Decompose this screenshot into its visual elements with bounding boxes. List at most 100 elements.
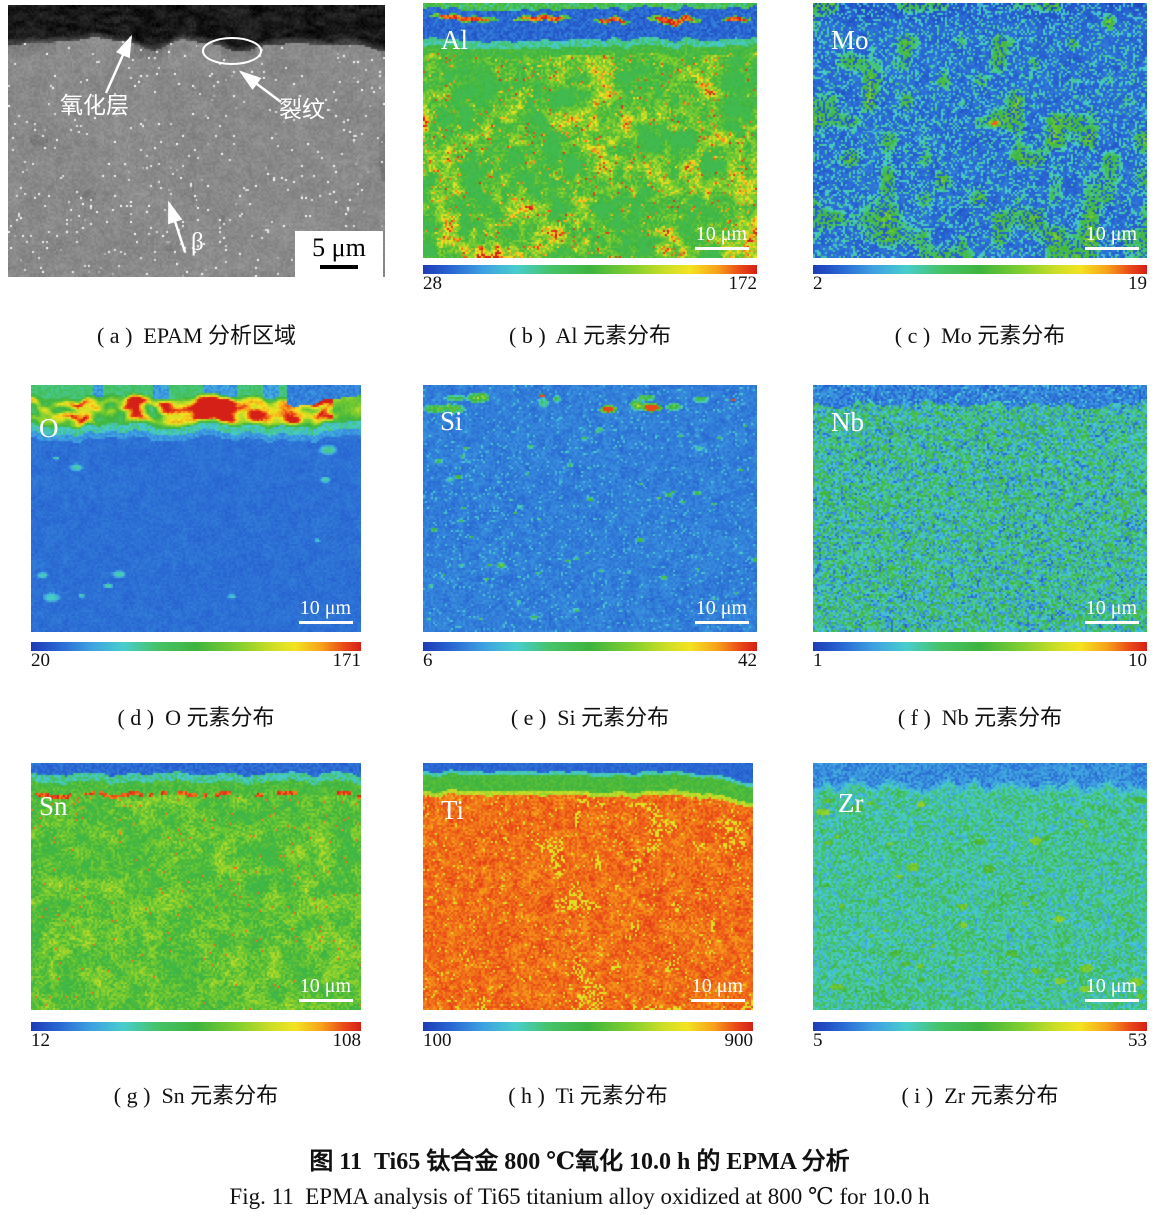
colorbar-max: 900 bbox=[724, 1030, 754, 1051]
panel-b-al: Al 10 μm 28 172 ( b ) Al 元素分布 bbox=[423, 3, 757, 350]
o-label: O bbox=[39, 413, 59, 443]
scalebar-label: 10 μm bbox=[299, 975, 351, 997]
panel-f-nb: Nb 10 μm 1 10 ( f ) Nb 元素分布 bbox=[813, 385, 1147, 732]
scalebar-line bbox=[299, 621, 353, 624]
nb-colorbar bbox=[813, 642, 1147, 651]
beta-label: β bbox=[191, 229, 204, 256]
zr-map-canvas bbox=[813, 763, 1147, 1010]
crack-ellipse bbox=[202, 37, 262, 65]
panel-g-caption: ( g ) Sn 元素分布 bbox=[113, 1083, 279, 1108]
scalebar-line bbox=[1085, 621, 1139, 624]
colorbar-min: 100 bbox=[423, 1030, 452, 1051]
panel-g-sn: Sn 10 μm 12 108 ( g ) Sn 元素分布 bbox=[31, 763, 361, 1110]
panel-i-caption: ( i ) Zr 元素分布 bbox=[901, 1083, 1059, 1108]
scalebar-label: 10 μm bbox=[1085, 223, 1137, 245]
o-map-image: O 10 μm bbox=[31, 385, 361, 632]
colorbar-min: 6 bbox=[423, 650, 433, 671]
ti-colorbar bbox=[423, 1022, 753, 1031]
colorbar-max: 172 bbox=[728, 273, 758, 294]
scalebar-line bbox=[695, 621, 749, 624]
al-label: Al bbox=[441, 25, 468, 55]
panel-i-zr: Zr 10 μm 5 53 ( i ) Zr 元素分布 bbox=[813, 763, 1147, 1110]
si-map-canvas bbox=[423, 385, 757, 632]
sem-scalebar-label: 5 μm bbox=[312, 233, 366, 262]
figure-row-2: O 10 μm 20 171 ( d ) O 元素分布 Si 10 μm 6 4… bbox=[0, 380, 1159, 760]
si-colorbar bbox=[423, 642, 757, 651]
nb-map-image: Nb 10 μm bbox=[813, 385, 1147, 632]
sn-map-image: Sn 10 μm bbox=[31, 763, 361, 1010]
sem-annotations bbox=[104, 34, 282, 253]
ti-label: Ti bbox=[441, 795, 465, 825]
mo-map-image: Mo 10 μm bbox=[813, 3, 1147, 258]
o-colorbar bbox=[31, 642, 361, 651]
figure-row-3: Sn 10 μm 12 108 ( g ) Sn 元素分布 Ti 10 μm 1… bbox=[0, 760, 1159, 1220]
panel-h-caption: ( h ) Ti 元素分布 bbox=[508, 1083, 668, 1108]
al-map-canvas bbox=[423, 3, 757, 258]
panel-d-caption: ( d ) O 元素分布 bbox=[117, 705, 275, 730]
si-label: Si bbox=[440, 406, 463, 436]
zr-colorbar-range: 5 53 bbox=[813, 1031, 1147, 1050]
sem-image: 氧化层 裂纹 β 5 μm bbox=[8, 5, 385, 277]
scalebar-label: 10 μm bbox=[695, 597, 747, 619]
ti-map-image: Ti 10 μm bbox=[423, 763, 753, 1010]
scalebar-line bbox=[299, 999, 353, 1002]
ti-map-canvas bbox=[423, 763, 753, 1010]
crack-arrow bbox=[239, 70, 282, 103]
scalebar-line bbox=[695, 247, 749, 250]
nb-colorbar-range: 1 10 bbox=[813, 651, 1147, 670]
ti-colorbar-range: 100 900 bbox=[423, 1031, 753, 1050]
sn-colorbar bbox=[31, 1022, 361, 1031]
panel-a-sem: 氧化层 裂纹 β 5 μm ( a ) EPAM 分析区域 bbox=[8, 5, 385, 350]
scalebar-label: 10 μm bbox=[1085, 975, 1137, 997]
sem-scalebar-line bbox=[320, 265, 358, 269]
colorbar-max: 53 bbox=[1128, 1030, 1147, 1051]
sem-scalebar: 5 μm bbox=[295, 231, 383, 277]
scalebar-line bbox=[1085, 999, 1139, 1002]
panel-d-o: O 10 μm 20 171 ( d ) O 元素分布 bbox=[31, 385, 361, 732]
panel-b-caption: ( b ) Al 元素分布 bbox=[509, 323, 671, 348]
o-map-canvas bbox=[31, 385, 361, 632]
scalebar-label: 10 μm bbox=[691, 975, 743, 997]
scalebar-line bbox=[1085, 247, 1139, 250]
scalebar-label: 10 μm bbox=[1085, 597, 1137, 619]
crack-label: 裂纹 bbox=[279, 97, 325, 122]
panel-e-si: Si 10 μm 6 42 ( e ) Si 元素分布 bbox=[423, 385, 757, 732]
al-colorbar-range: 28 172 bbox=[423, 274, 757, 293]
colorbar-max: 171 bbox=[332, 650, 362, 671]
scalebar-line bbox=[691, 999, 745, 1002]
mo-colorbar bbox=[813, 265, 1147, 274]
colorbar-max: 42 bbox=[738, 650, 757, 671]
zr-colorbar bbox=[813, 1022, 1147, 1031]
al-colorbar bbox=[423, 265, 757, 274]
colorbar-min: 20 bbox=[31, 650, 50, 671]
panel-f-caption: ( f ) Nb 元素分布 bbox=[897, 705, 1063, 730]
panel-c-caption: ( c ) Mo 元素分布 bbox=[894, 323, 1066, 348]
mo-label: Mo bbox=[831, 25, 869, 55]
mo-map-canvas bbox=[813, 3, 1147, 258]
nb-map-canvas bbox=[813, 385, 1147, 632]
colorbar-min: 5 bbox=[813, 1030, 823, 1051]
si-map-image: Si 10 μm bbox=[423, 385, 757, 632]
panel-c-mo: Mo 10 μm 2 19 ( c ) Mo 元素分布 bbox=[813, 3, 1147, 350]
scalebar-label: 10 μm bbox=[299, 597, 351, 619]
colorbar-min: 12 bbox=[31, 1030, 50, 1051]
beta-arrow bbox=[167, 200, 187, 253]
oxide-layer-arrow bbox=[104, 34, 133, 94]
colorbar-min: 28 bbox=[423, 273, 442, 294]
panel-e-caption: ( e ) Si 元素分布 bbox=[510, 705, 670, 730]
figure-caption-cn: 图 11 Ti65 钛合金 800 ℃氧化 10.0 h 的 EPMA 分析 bbox=[309, 1149, 850, 1175]
figure-row-1: 氧化层 裂纹 β 5 μm ( a ) EPAM 分析区域 Al 10 μm 2… bbox=[0, 0, 1159, 380]
panel-a-caption: ( a ) EPAM 分析区域 bbox=[96, 323, 297, 348]
colorbar-min: 2 bbox=[813, 273, 823, 294]
si-colorbar-range: 6 42 bbox=[423, 651, 757, 670]
colorbar-max: 10 bbox=[1128, 650, 1147, 671]
colorbar-max: 108 bbox=[332, 1030, 362, 1051]
oxide-layer-label: 氧化层 bbox=[60, 93, 129, 118]
al-map-image: Al 10 μm bbox=[423, 3, 757, 258]
colorbar-max: 19 bbox=[1128, 273, 1147, 294]
scalebar-label: 10 μm bbox=[695, 223, 747, 245]
sn-colorbar-range: 12 108 bbox=[31, 1031, 361, 1050]
zr-label: Zr bbox=[838, 788, 864, 818]
figure-caption-en: Fig. 11 EPMA analysis of Ti65 titanium a… bbox=[229, 1184, 930, 1209]
